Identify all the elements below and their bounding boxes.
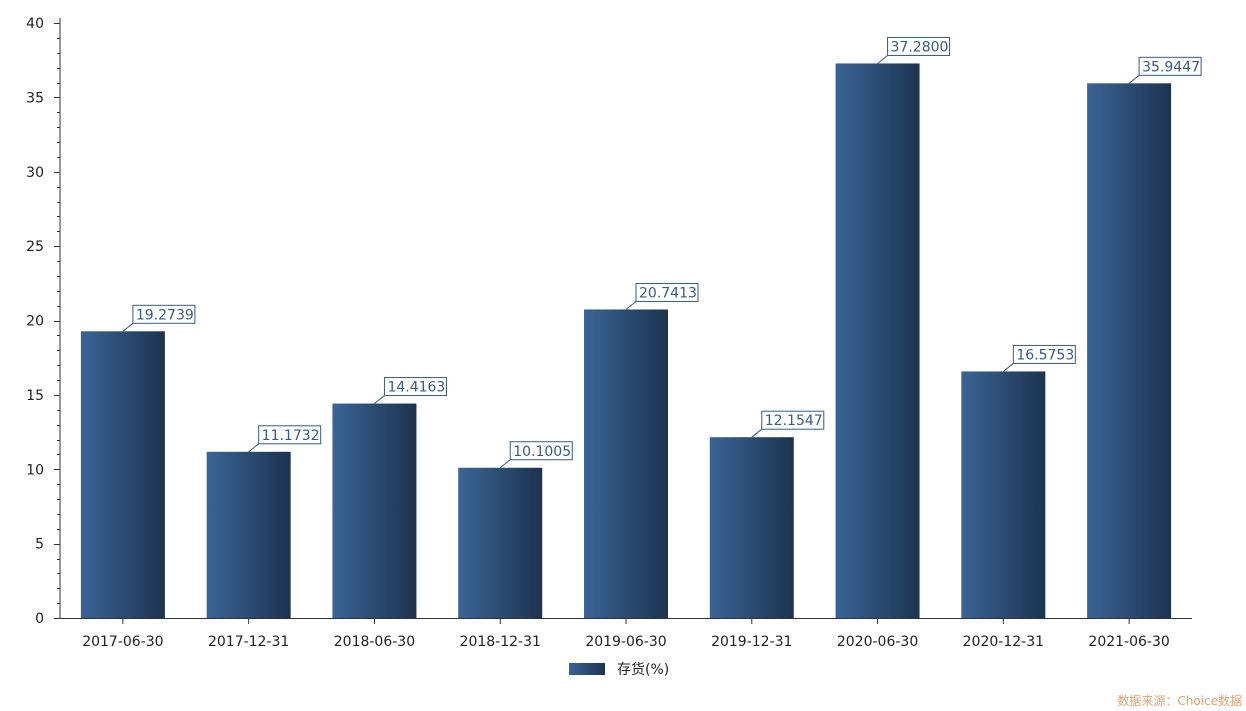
label-leader-line [625,301,637,310]
label-leader-line [1003,363,1014,372]
data-label: 11.1732 [262,428,320,444]
x-axis: 2017-06-30 2017-12-31 2018-06-30 2018-12-31… [60,618,1192,650]
data-label: 12.1547 [765,413,823,429]
x-tick-label: 2021-06-30 [1088,634,1169,650]
data-label-box [1138,56,1202,76]
bar[interactable] [709,437,794,618]
data-label: 37.2800 [891,39,949,55]
y-tick-label: 5 [35,537,44,553]
data-label-box [761,410,825,430]
legend-swatch [569,663,605,675]
label-leader-line [1128,74,1140,84]
bar[interactable] [458,467,543,618]
label-leader-line [248,443,259,453]
label-leader-line [122,322,134,332]
legend[interactable]: 存货(%) [569,661,669,678]
y-tick-label: 20 [26,314,44,330]
data-label-box [635,282,699,302]
data-source-note: 数据来源：Choice数据 [1117,694,1242,708]
data-label: 19.2739 [136,307,194,323]
data-label: 10.1005 [513,444,571,460]
data-label-box [132,304,196,324]
data-label-box [509,441,573,461]
data-label-box [1012,344,1076,364]
y-tick-label: 30 [26,165,44,181]
y-tick-label: 35 [26,90,44,106]
legend-label: 存货(%) [617,661,669,678]
data-label: 20.7413 [639,285,697,301]
label-leader-line [751,428,763,438]
bar[interactable] [835,63,920,618]
bar[interactable] [961,371,1046,618]
data-label: 14.4163 [387,380,445,396]
y-tick-label: 0 [35,611,44,627]
y-tick-label: 10 [26,462,44,478]
x-tick-label: 2019-06-30 [585,634,666,650]
bar[interactable] [1087,83,1172,619]
data-labels: 19.2739 11.1732 14.4163 10.1005 20.7413 12.15… [122,36,1202,469]
label-leader-line [499,459,511,469]
y-tick-label: 40 [26,16,44,32]
x-tick-label: 2018-06-30 [334,634,415,650]
data-label-box [258,425,322,445]
bar[interactable] [584,309,668,618]
x-tick-label: 2020-06-30 [837,634,918,650]
x-tick-label: 2018-12-31 [460,634,541,650]
data-label: 16.5753 [1016,347,1074,363]
data-label: 35.9447 [1142,59,1200,75]
data-label-box [383,377,447,397]
bar[interactable] [206,451,291,618]
data-label-box [887,36,951,56]
y-axis: 0 5 10 15 20 25 30 35 40 [26,16,61,627]
label-leader-line [374,395,385,404]
x-tick-label: 2017-06-30 [82,634,163,650]
bar[interactable] [80,331,165,618]
bars [80,63,1172,619]
y-tick-label: 15 [26,388,44,404]
label-leader-line [877,55,888,64]
x-tick-label: 2020-12-31 [963,634,1044,650]
x-tick-label: 2017-12-31 [208,634,289,650]
x-tick-label: 2019-12-31 [711,634,792,650]
y-tick-label: 25 [26,239,44,255]
bar[interactable] [332,403,417,618]
